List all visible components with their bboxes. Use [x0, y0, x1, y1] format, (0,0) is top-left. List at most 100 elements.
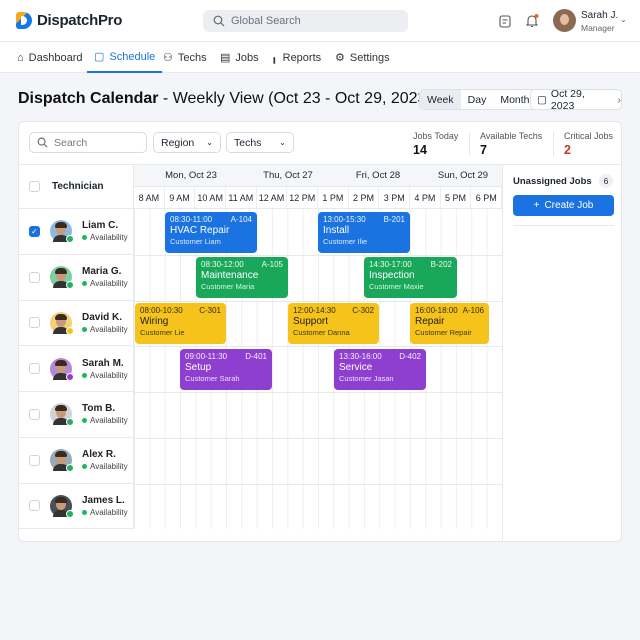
nav-techs[interactable]: ⚇ Techs: [163, 42, 207, 73]
technician-column: Technician ✓ Liam C. Availability Maria G…: [19, 165, 134, 530]
job-event[interactable]: 13:00-15:30 B-201 Install Customer Ilie: [318, 211, 410, 253]
technician-row[interactable]: David K. Availability: [19, 301, 133, 347]
job-event[interactable]: 16:00-18:00 A-106 Repair Customer Repair: [410, 303, 489, 344]
avatar: [50, 266, 74, 290]
user-name[interactable]: Sarah J.: [581, 10, 619, 21]
event-id: B-201: [383, 214, 405, 224]
nav-reports[interactable]: ╻ Reports: [271, 42, 321, 73]
view-toggle: Week Day Month: [419, 89, 538, 110]
technician-row[interactable]: Tom B. Availability: [19, 392, 133, 438]
availability-label: Availability: [90, 279, 128, 289]
job-event[interactable]: 08:30-12:00 A-105 Maintenance Customer Mari…: [196, 257, 288, 299]
event-time: 08:30-12:00: [201, 260, 244, 270]
gear-icon: ⚙: [335, 52, 345, 64]
day-label: Thu, Oct 27: [263, 170, 313, 181]
event-customer: Customer Sarah: [185, 373, 240, 383]
status-dot: [66, 281, 74, 290]
top-header: DispatchPro Global Search Sarah J. Manag…: [0, 0, 640, 42]
create-job-button[interactable]: + Create Job: [513, 195, 614, 216]
chevron-right-icon: ›: [617, 93, 622, 106]
job-event[interactable]: 08:30-11:00 A-104 HVAC Repair Customer Liam: [165, 211, 257, 253]
day-header-row: Mon, Oct 23 Thu, Oct 27 Fri, Oct 28 Sun,…: [134, 165, 502, 187]
technician-name: Tom B.: [82, 403, 116, 415]
region-label: Region: [161, 136, 195, 149]
chevron-down-icon[interactable]: ⌄: [620, 15, 627, 24]
technician-header-label: Technician: [52, 181, 104, 192]
schedule-grid: Technician ✓ Liam C. Availability Maria G…: [19, 164, 503, 541]
user-role: Manager: [581, 23, 615, 33]
stat-value: 14: [413, 143, 427, 157]
hour-label: 1 PM: [318, 187, 349, 208]
event-title: Support: [293, 316, 329, 327]
row-checkbox[interactable]: [29, 500, 40, 512]
hour-label: 3 PM: [379, 187, 411, 208]
nav-schedule[interactable]: ▢ Schedule: [87, 42, 163, 73]
technician-row[interactable]: Alex R. Availability: [19, 438, 133, 484]
technician-row[interactable]: James L. Availability: [19, 484, 133, 530]
select-all-checkbox[interactable]: [29, 181, 40, 192]
hour-label: 12 AM: [257, 187, 288, 208]
avatar: [50, 357, 74, 381]
region-select[interactable]: Region ⌄: [153, 132, 221, 153]
bell-icon[interactable]: [524, 12, 540, 28]
avatar: [50, 403, 74, 427]
notes-icon[interactable]: [497, 13, 513, 29]
techs-select[interactable]: Techs ⌄: [226, 132, 294, 153]
hour-header-row: 8 AM 9 AM 10 AM 11 AM 12 AM 12 PM 1 PM 2 PM 3 PM…: [134, 187, 503, 209]
view-week[interactable]: Week: [420, 90, 461, 109]
row-checkbox[interactable]: ✓: [29, 225, 40, 237]
calendar-icon: ▢: [537, 93, 547, 106]
availability-label: Availability: [90, 233, 128, 243]
search-icon: [37, 137, 48, 148]
event-customer: Customer Maria: [201, 282, 255, 292]
row-checkbox[interactable]: [29, 454, 40, 466]
row-checkbox[interactable]: [29, 271, 40, 283]
technician-row[interactable]: ✓ Liam C. Availability: [19, 209, 133, 255]
avatar: [50, 494, 74, 518]
technician-row[interactable]: Sarah M. Availability: [19, 346, 133, 392]
status-dot: [66, 326, 74, 335]
event-title: Inspection: [369, 270, 415, 282]
nav-settings[interactable]: ⚙ Settings: [335, 42, 390, 73]
availability-status: Availability: [82, 325, 128, 334]
techs-label: Techs: [234, 136, 262, 149]
nav-jobs[interactable]: ▤ Jobs: [220, 42, 259, 73]
nav-label: Dashboard: [28, 51, 83, 64]
view-day[interactable]: Day: [467, 93, 487, 106]
nav-label: Techs: [177, 51, 207, 64]
search-input[interactable]: Search: [29, 132, 147, 153]
job-event[interactable]: 14:30-17:00 B-202 Inspection Customer Maxie: [364, 257, 457, 299]
unassigned-count-badge: 6: [599, 174, 613, 188]
event-time: 13:00-15:30: [323, 214, 366, 224]
date-value: Oct 29, 2023: [550, 87, 585, 112]
nav-dashboard[interactable]: ⌂ Dashboard: [17, 42, 82, 73]
job-event[interactable]: 13:30-16:00 D-402 Service Customer Jasan: [334, 348, 426, 390]
row-checkbox[interactable]: [29, 363, 40, 375]
date-picker[interactable]: ▢ Oct 29, 2023 ›: [530, 87, 622, 112]
stat-label: Available Techs: [480, 131, 543, 141]
job-event[interactable]: 12:00-14:30 C-302 Support Customer Danna: [288, 303, 379, 344]
app-name: DispatchPro: [37, 12, 123, 29]
event-title: HVAC Repair: [170, 224, 230, 236]
availability-label: Availability: [90, 416, 128, 426]
event-customer: Customer Repair: [415, 328, 472, 337]
logo[interactable]: DispatchPro: [16, 12, 122, 29]
search-placeholder: Global Search: [231, 15, 301, 27]
event-customer: Customer Lie: [140, 328, 185, 337]
technician-row[interactable]: Maria G. Availability: [19, 255, 133, 301]
event-time: 16:00-18:00: [415, 306, 458, 315]
event-title: Wiring: [140, 316, 169, 327]
row-checkbox[interactable]: [29, 317, 40, 329]
event-time: 08:30-11:00: [170, 214, 213, 224]
day-label: Fri, Oct 28: [355, 170, 401, 181]
availability-label: Availability: [90, 324, 128, 334]
row-checkbox[interactable]: [29, 408, 40, 420]
global-search-input[interactable]: Global Search: [203, 10, 408, 32]
job-event[interactable]: 08:00-10:30 C-301 Wiring Customer Lie: [135, 303, 226, 344]
view-month[interactable]: Month: [500, 93, 530, 106]
chevron-down-icon: ⌄: [279, 138, 286, 147]
day-label: Mon, Oct 23: [165, 170, 217, 181]
user-avatar[interactable]: [553, 9, 576, 32]
event-customer: Customer Liam: [170, 236, 221, 246]
job-event[interactable]: 09:00-11:30 D-401 Setup Customer Sarah: [180, 348, 272, 390]
